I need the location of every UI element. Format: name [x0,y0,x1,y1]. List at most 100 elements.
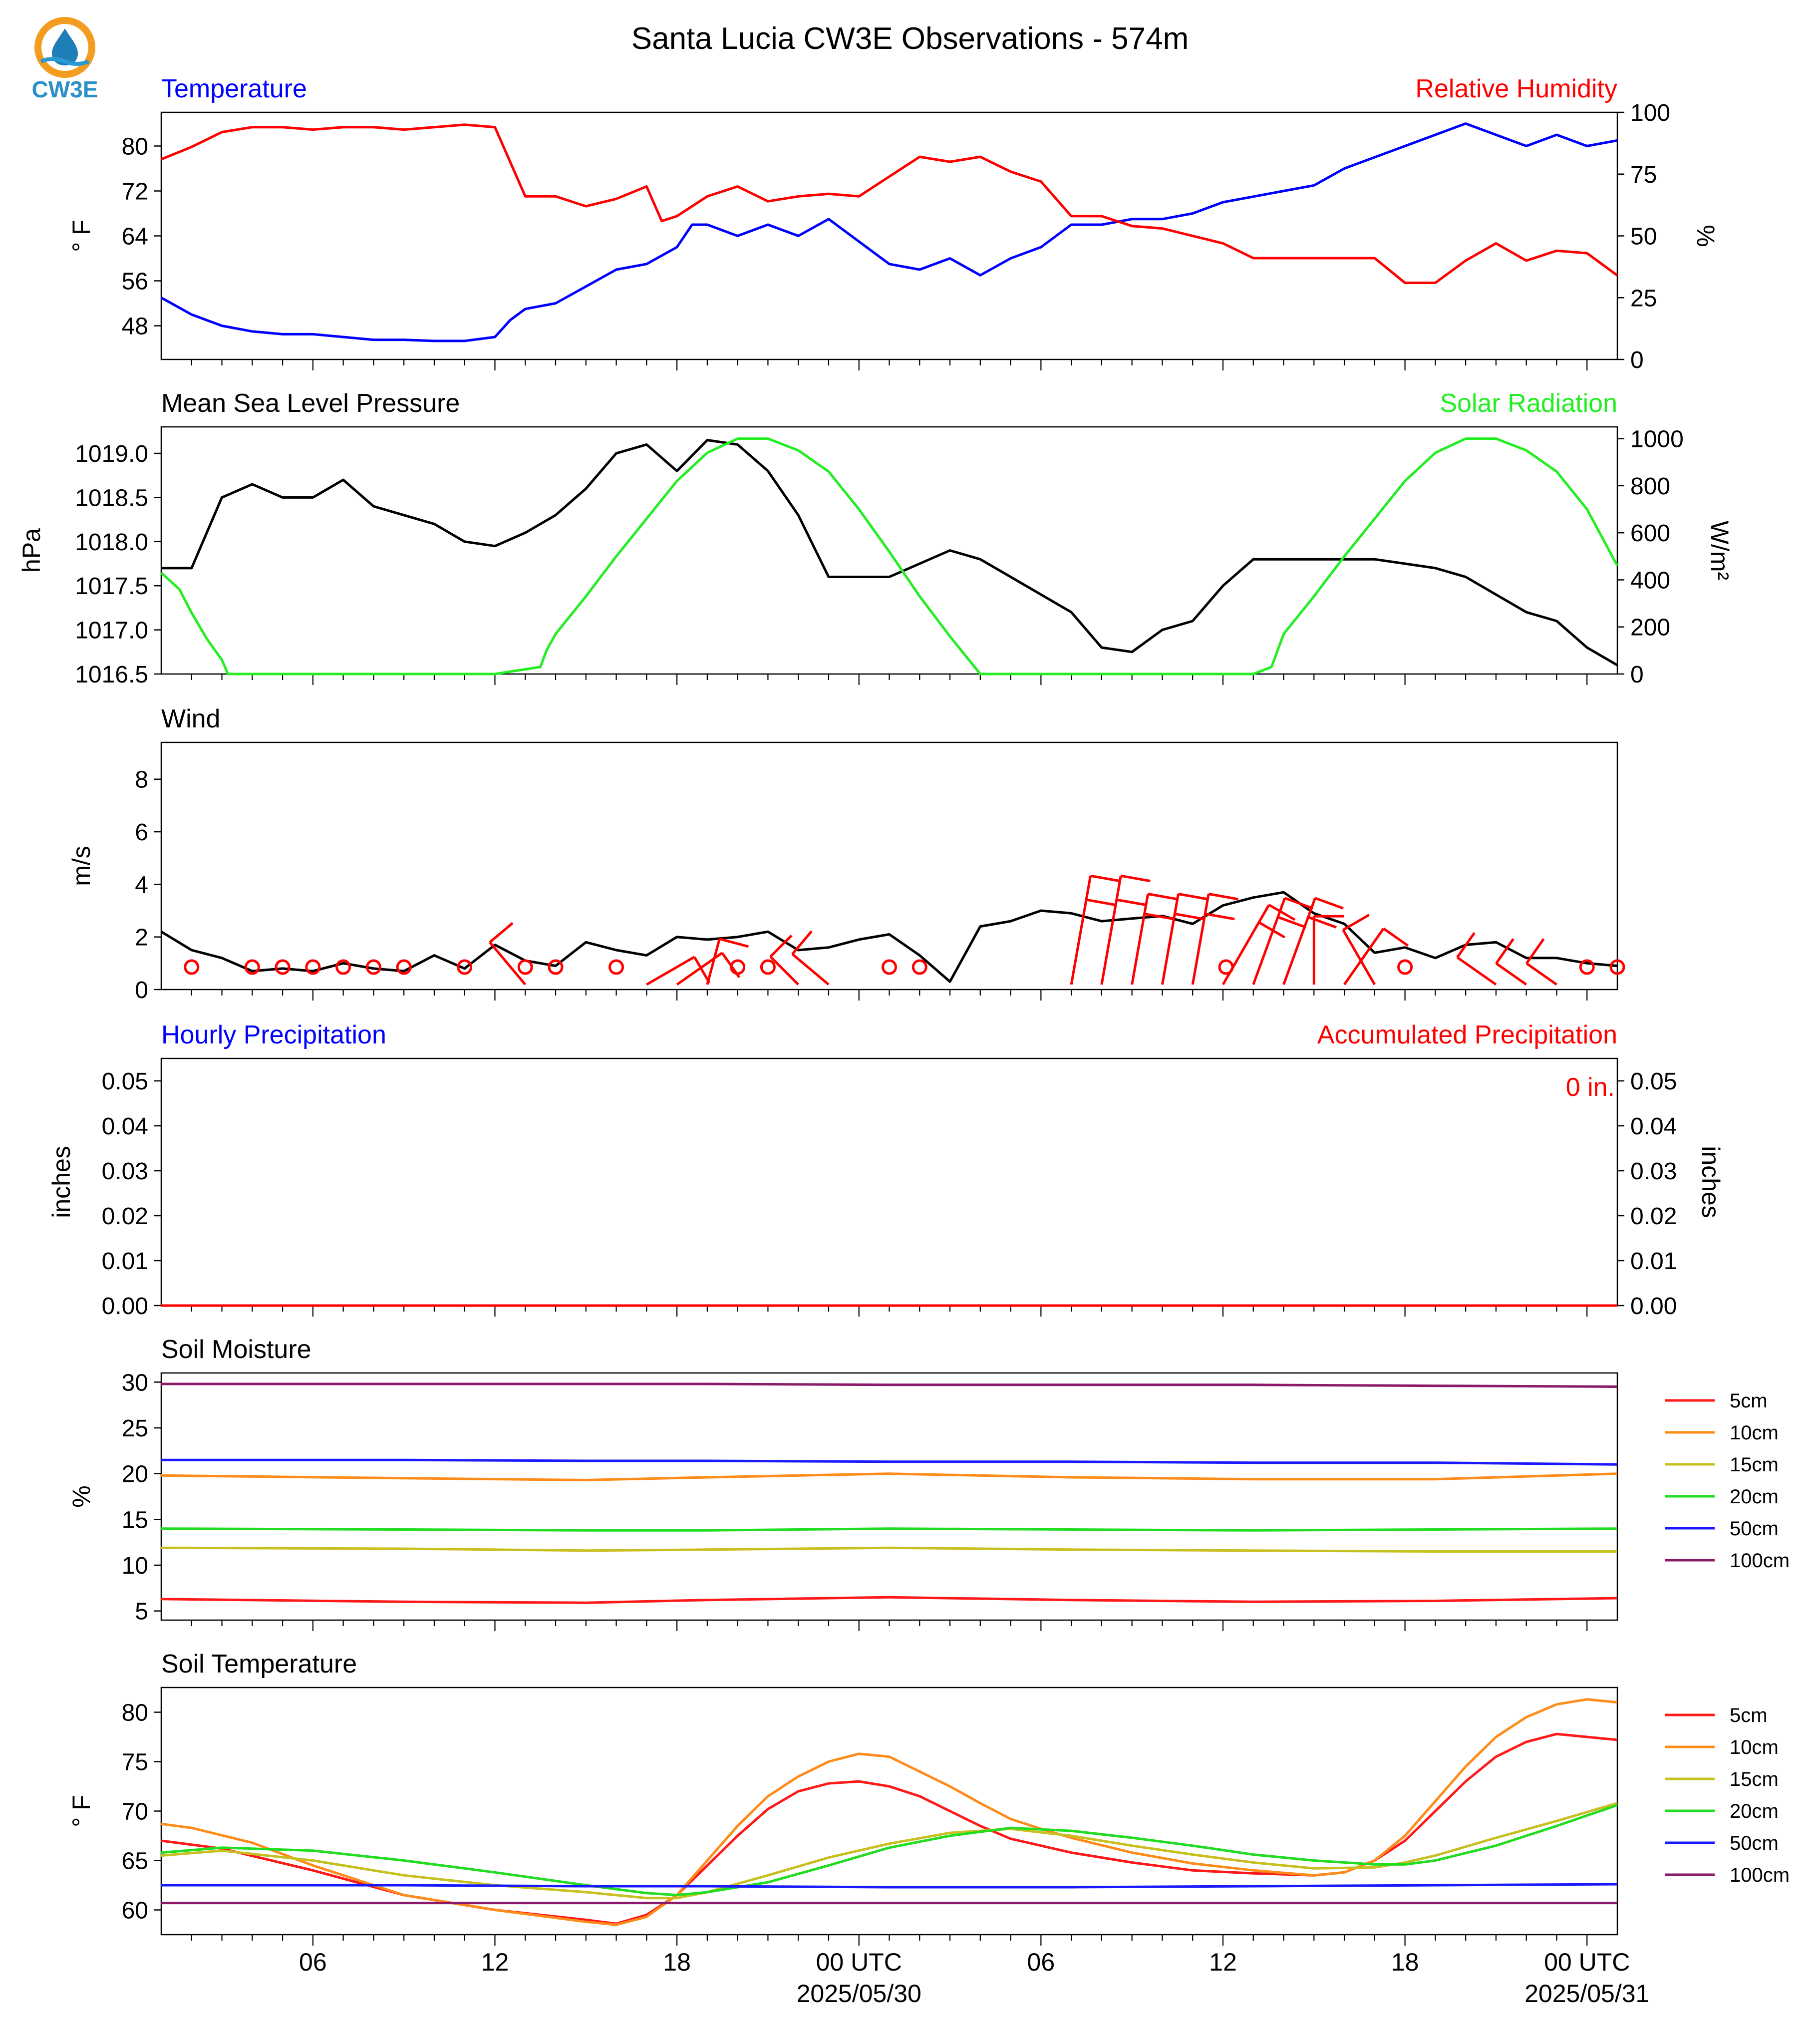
y-axis-unit-right: % [1692,225,1720,247]
series-line-20cm [161,1804,1618,1897]
wind-barb [1456,932,1497,986]
wind-barb-calm [911,959,927,975]
y-tick-label-left: 0.05 [102,1068,148,1095]
wind-barb [1525,938,1557,986]
wind-barb-flag [1525,938,1545,965]
series-line-10cm [161,1698,1618,1926]
y-tick-label-right: 0 [1630,347,1644,373]
legend-label: 15cm [1730,1768,1779,1790]
wind-barb-flag [1120,874,1151,883]
wind-barb-flag [489,922,514,944]
x-tick-label: 06 [1027,1948,1055,1976]
panels-layer: Temperature Relative Humidity4856647280° … [17,74,1790,2008]
y-tick-label-left: 20 [122,1461,148,1488]
panel-title-left: Mean Sea Level Pressure [161,389,460,418]
y-tick-label-left: 4 [135,872,148,898]
y-tick-label-left: 1018.5 [75,485,148,511]
wind-barb-staff [1342,929,1376,986]
y-tick-label-left: 0.01 [102,1248,148,1275]
y-tick-label-right: 600 [1630,520,1670,547]
wind-barb-staff [1525,962,1557,986]
wind-barb-calm [1609,959,1625,975]
wind-barb-calm [760,959,776,975]
x-tick-date-label: 2025/05/31 [1524,1980,1649,2008]
wind-barb-flag [1116,898,1147,906]
wind-barb [1191,893,1238,985]
x-tick-label: 06 [299,1948,327,1976]
y-tick-label-left: 60 [122,1898,148,1924]
wind-barb-calm [608,959,624,975]
y-tick-label-right: 800 [1630,473,1670,500]
y-tick-label-left: 30 [122,1369,148,1396]
y-tick-label-right: 50 [1630,224,1657,250]
wind-barb-calm [335,959,351,975]
cw3e-logo: CW3E [32,17,98,102]
y-tick-label-right: 200 [1630,615,1670,641]
wind-barb-calm [882,959,897,975]
wind-barb-calm [457,959,473,975]
wind-barb-flag [1144,912,1175,921]
wind-barb-flag [791,930,813,955]
wind-barb-flag [1205,912,1235,921]
y-axis-unit-right: inches [1697,1146,1725,1218]
panel-title-left: Hourly Precipitation [161,1020,386,1049]
x-tick-label: 12 [1209,1948,1237,1976]
wind-barb-staff [1131,894,1150,985]
y-tick-label-right: 0.02 [1630,1203,1677,1230]
panel-temperature-humidity: Temperature Relative Humidity 48 56 64 72 80 ° … [67,74,1720,373]
series-line-mean-sea-level-pressure [161,439,1618,667]
y-tick-label-right: 0.04 [1630,1113,1677,1140]
y-tick-label-right: 0.05 [1630,1068,1677,1095]
wind-barb [1342,914,1376,986]
y-tick-label-left: 80 [122,134,148,160]
series-line-temperature [160,122,1618,342]
wind-barb [1312,915,1344,985]
y-axis-unit-left: inches [47,1146,75,1218]
wind-barb-staff [1343,928,1385,986]
wind-barb-staff [1100,875,1122,985]
wind-barb-calm [365,959,381,975]
wind-barb-staff [1070,875,1092,985]
y-tick-label-right: 400 [1630,567,1670,594]
legend-label: 5cm [1730,1704,1768,1726]
y-tick-label-left: 0.04 [102,1113,148,1140]
series-line-15cm [161,1546,1617,1553]
wind-barb [1131,893,1178,985]
y-tick-label-left: 1017.5 [75,573,148,600]
y-tick-label-left: 25 [122,1415,148,1442]
y-tick-label-left: 1016.5 [75,662,148,688]
wind-barb-flag [1268,904,1296,921]
legend-label: 50cm [1730,1832,1779,1854]
y-tick-label-left: 0.00 [102,1293,148,1320]
wind-barb-calm [184,959,200,975]
legend-label: 100cm [1730,1864,1790,1886]
wind-barb-flag [721,952,741,979]
wind-barb [1252,897,1314,985]
y-tick-label-right: 0.01 [1630,1248,1677,1275]
series-line-wind [160,891,1618,983]
y-tick-label-left: 70 [122,1799,148,1825]
y-tick-label-left: 10 [122,1553,148,1579]
legend-label: 5cm [1730,1390,1768,1412]
y-axis-unit-left: ° F [67,1795,95,1827]
precip-total-annotation: 0 in. [1566,1073,1615,1102]
y-tick-label-left: 72 [122,179,148,205]
logo-text: CW3E [32,76,98,102]
series-line-5cm [161,1596,1618,1604]
wind-barb [791,930,830,986]
wind-barb-flag [1284,897,1314,910]
wind-barb-staff [1221,904,1270,986]
series-line-relative-humidity [161,123,1618,284]
wind-barb-flag [1314,897,1344,910]
series-line-20cm [161,1527,1618,1532]
wind-barb-flag [769,934,793,958]
x-tick-label: 18 [663,1948,691,1976]
wind-barb-flag [1277,916,1307,929]
wind-barb-calm [396,959,412,975]
y-tick-label-left: 75 [122,1749,148,1776]
wind-barb [1343,927,1409,986]
wind-barb-calm [1397,959,1413,975]
wind-barb-flag [1383,927,1409,947]
